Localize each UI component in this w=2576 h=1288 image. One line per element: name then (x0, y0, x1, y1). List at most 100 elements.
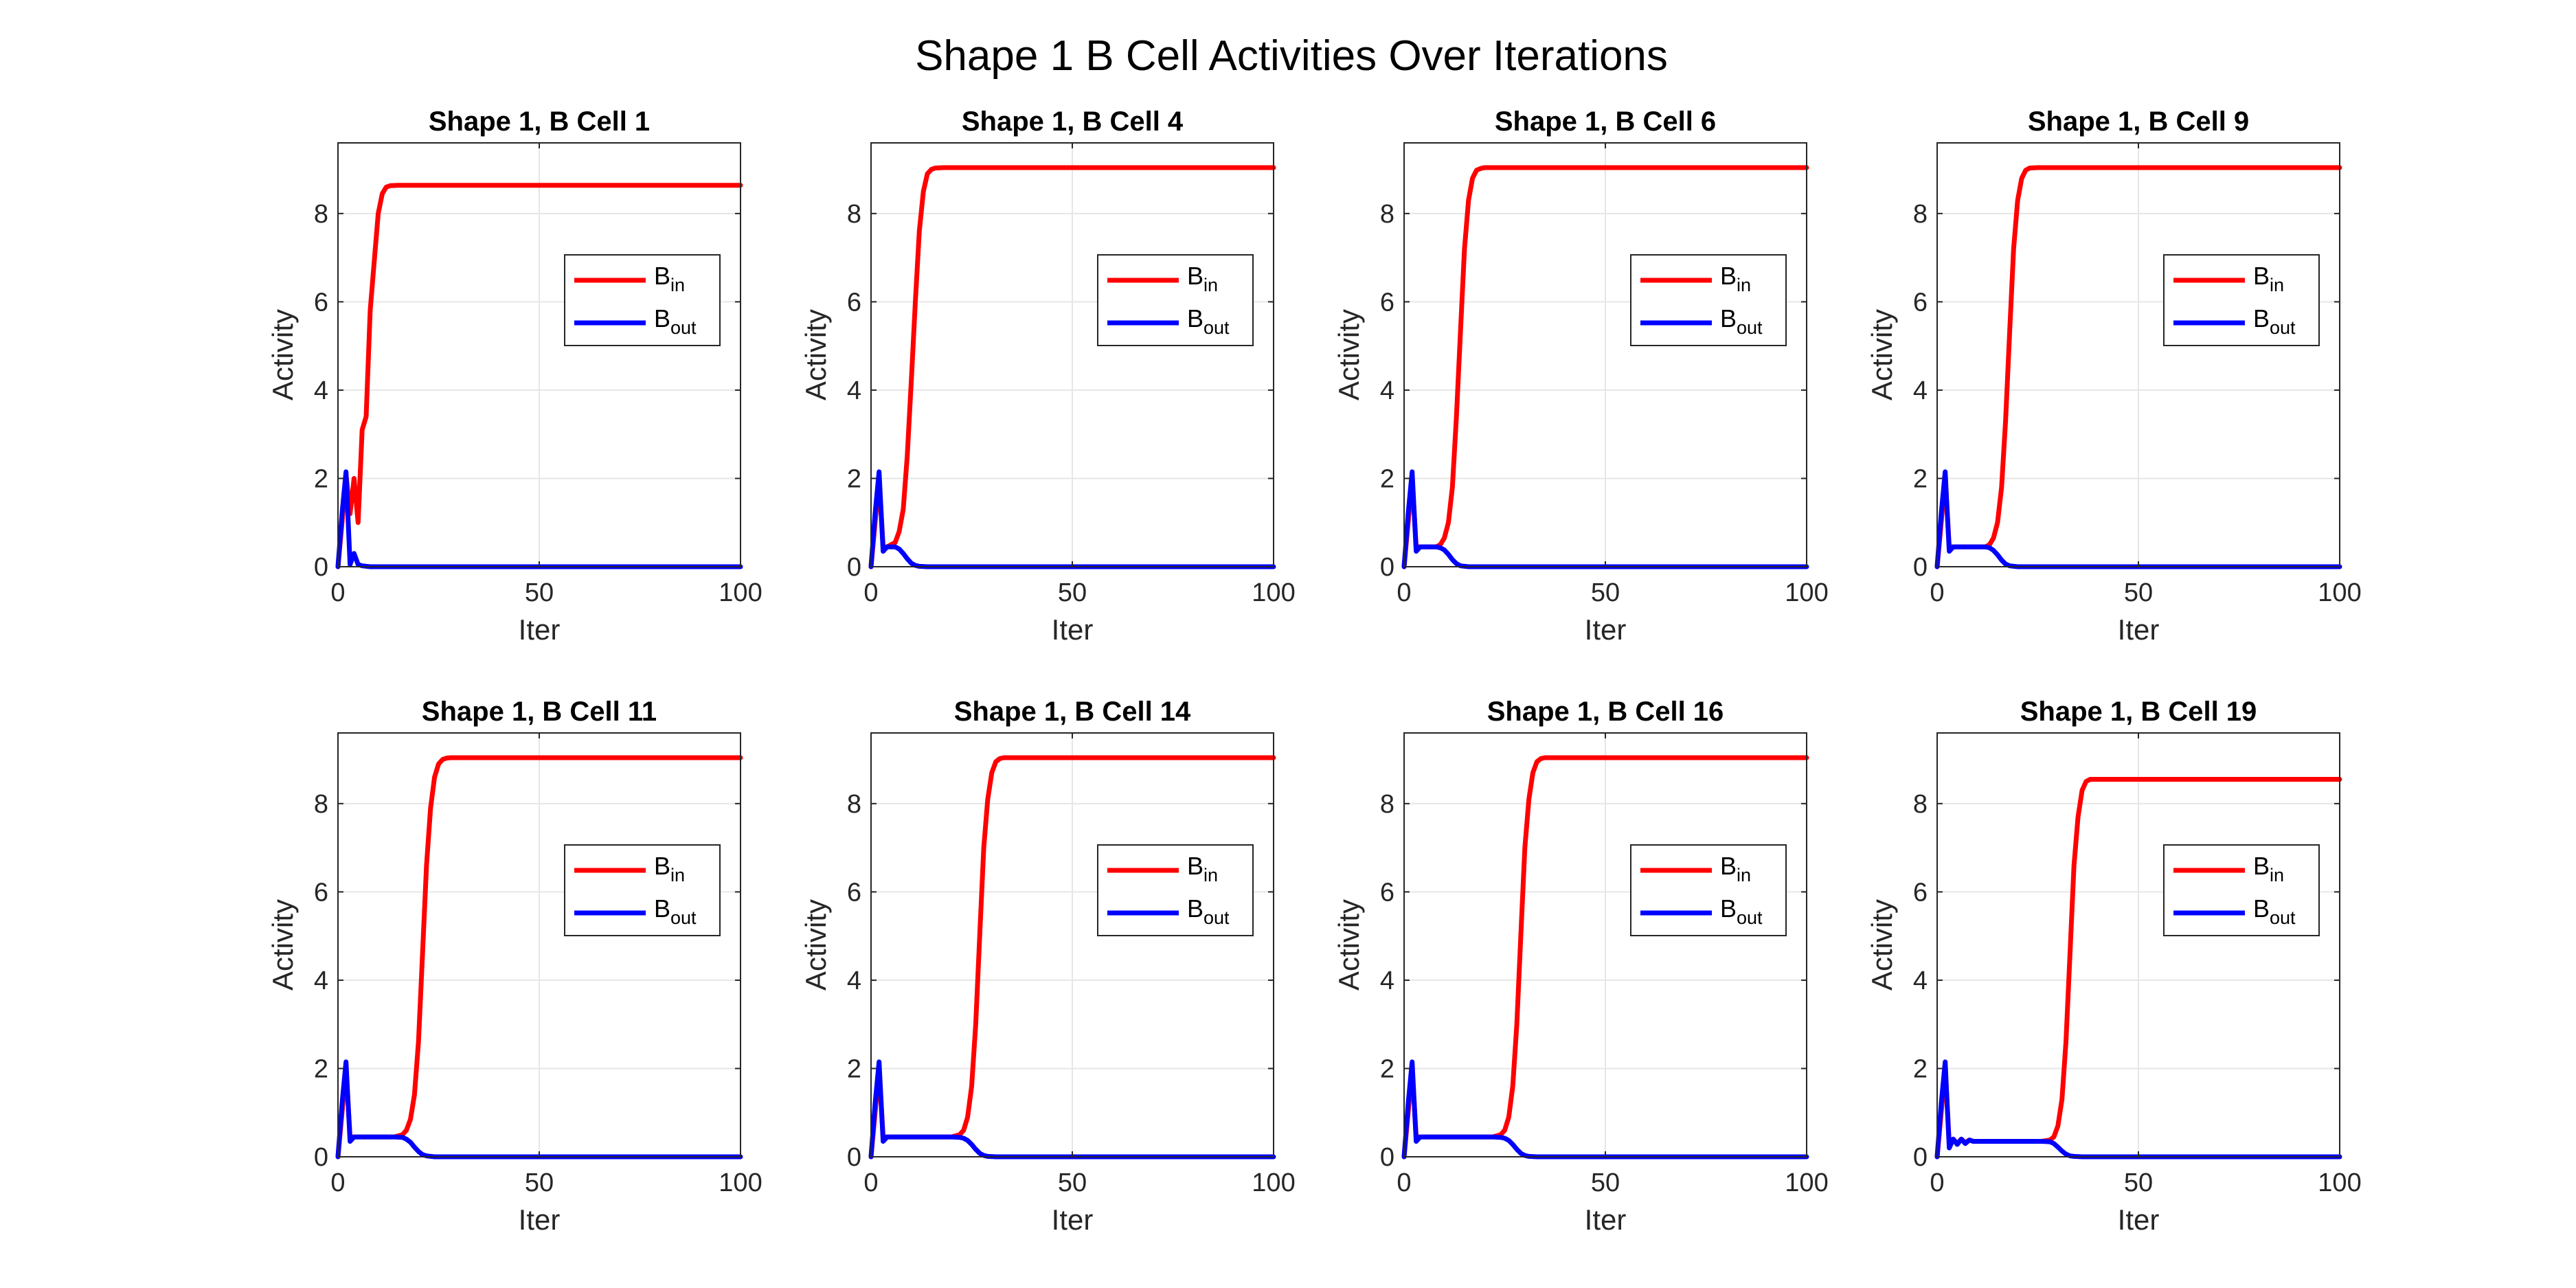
y-axis-label: Activity (1866, 899, 1898, 991)
x-tick-label: 50 (2124, 1168, 2153, 1197)
y-tick-label: 8 (314, 200, 328, 229)
legend: Bin Bout (2163, 844, 2320, 936)
y-axis-label: Activity (1866, 309, 1898, 400)
y-tick-label: 2 (847, 1054, 861, 1083)
y-axis-label: Activity (800, 899, 832, 991)
y-tick-label: 8 (847, 790, 861, 819)
legend-box (1097, 254, 1254, 346)
y-tick-label: 0 (1913, 1143, 1928, 1172)
figure-title: Shape 1 B Cell Activities Over Iteration… (915, 32, 1668, 80)
x-tick-label: 100 (1785, 578, 1828, 607)
x-tick-label: 100 (719, 578, 762, 607)
y-tick-label: 6 (1380, 288, 1394, 317)
x-axis-label: Iter (1585, 1204, 1627, 1236)
subplot-7: 0 50 100 0 2 4 6 8 Shape 1, B Cell 16 Iter Activit… (1333, 697, 1829, 1236)
subplot-6: 0 50 100 0 2 4 6 8 Shape 1, B Cell 14 Iter Activit… (800, 697, 1296, 1236)
subplot-title: Shape 1, B Cell 14 (954, 697, 1191, 727)
x-tick-label: 50 (1591, 1168, 1620, 1197)
subplot-title: Shape 1, B Cell 4 (962, 106, 1184, 137)
subplot-title: Shape 1, B Cell 1 (429, 106, 650, 137)
x-tick-label: 50 (2124, 578, 2153, 607)
legend-label-in: Bin (2253, 852, 2284, 885)
subplot-1: 0 50 100 0 2 4 6 8 Shape 1, B Cell 1 Iter Activity… (267, 106, 762, 646)
y-tick-label: 8 (847, 200, 861, 229)
y-tick-label: 2 (314, 1054, 328, 1083)
x-tick-label: 100 (2318, 578, 2361, 607)
y-tick-label: 2 (1913, 1054, 1928, 1083)
x-tick-label: 0 (863, 578, 878, 607)
y-tick-label: 2 (1380, 1054, 1394, 1083)
y-tick-label: 4 (314, 376, 328, 405)
x-tick-label: 50 (525, 1168, 554, 1197)
y-tick-label: 8 (1380, 790, 1394, 819)
y-axis-label: Activity (267, 899, 299, 991)
y-tick-label: 4 (1380, 967, 1394, 995)
series-line-out (335, 1059, 743, 1160)
x-axis-label: Iter (519, 1204, 561, 1236)
legend: Bin Bout (1630, 844, 1787, 936)
x-tick-label: 0 (1397, 578, 1411, 607)
x-axis-label: Iter (1052, 613, 1094, 646)
legend: Bin Bout (564, 254, 721, 346)
y-tick-label: 8 (1913, 790, 1928, 819)
y-axis-label: Activity (1333, 899, 1365, 991)
legend-label-in: Bin (2253, 262, 2284, 295)
legend: Bin Bout (1097, 844, 1254, 936)
x-axis-label: Iter (519, 613, 561, 646)
legend-label-out: Bout (1720, 304, 1763, 338)
legend-label-out: Bout (1187, 894, 1230, 928)
legend: Bin Bout (2163, 254, 2320, 346)
y-axis-label: Activity (800, 309, 832, 400)
legend-box (1630, 254, 1787, 346)
y-tick-label: 4 (314, 967, 328, 995)
x-tick-label: 50 (1058, 1168, 1087, 1197)
y-tick-label: 6 (1380, 878, 1394, 907)
legend-box (1630, 844, 1787, 936)
x-tick-label: 100 (1785, 1168, 1828, 1197)
subplot-title: Shape 1, B Cell 6 (1495, 106, 1716, 137)
subplot-2: 0 50 100 0 2 4 6 8 Shape 1, B Cell 4 Iter Activity… (800, 106, 1296, 646)
x-axis-label: Iter (2118, 613, 2160, 646)
subplot-5: 0 50 100 0 2 4 6 8 Shape 1, B Cell 11 Iter Activit… (267, 697, 762, 1236)
subplot-4: 0 50 100 0 2 4 6 8 Shape 1, B Cell 9 Iter Activity… (1866, 106, 2362, 646)
subplot-3: 0 50 100 0 2 4 6 8 Shape 1, B Cell 6 Iter Activity… (1333, 106, 1829, 646)
x-tick-label: 0 (863, 1168, 878, 1197)
subplot-grid: 0 50 100 0 2 4 6 8 Shape 1, B Cell 1 Iter Activity… (267, 106, 2362, 1236)
y-tick-label: 4 (1913, 967, 1928, 995)
x-tick-label: 100 (1252, 1168, 1295, 1197)
y-tick-label: 8 (314, 790, 328, 819)
y-tick-label: 0 (1380, 553, 1394, 582)
x-axis-label: Iter (2118, 1204, 2160, 1236)
legend-label-in: Bin (1720, 262, 1751, 295)
x-tick-label: 50 (1591, 578, 1620, 607)
series-line-out (1934, 1059, 2342, 1160)
y-axis-label: Activity (1333, 309, 1365, 400)
subplot-title: Shape 1, B Cell 19 (2020, 697, 2257, 727)
y-axis-label: Activity (267, 309, 299, 400)
y-tick-label: 4 (847, 967, 861, 995)
legend-label-out: Bout (1720, 894, 1763, 928)
y-tick-label: 6 (1913, 878, 1928, 907)
x-tick-label: 50 (1058, 578, 1087, 607)
x-tick-label: 50 (525, 578, 554, 607)
legend-box (564, 254, 721, 346)
subplot-title: Shape 1, B Cell 16 (1487, 697, 1724, 727)
legend: Bin Bout (1630, 254, 1787, 346)
y-tick-label: 6 (847, 288, 861, 317)
y-tick-label: 8 (1380, 200, 1394, 229)
y-tick-label: 2 (1380, 464, 1394, 493)
x-tick-label: 0 (1397, 1168, 1411, 1197)
subplot-title: Shape 1, B Cell 9 (2028, 106, 2249, 137)
legend-box (1097, 844, 1254, 936)
x-tick-label: 100 (1252, 578, 1295, 607)
y-tick-label: 2 (847, 464, 861, 493)
y-tick-label: 8 (1913, 200, 1928, 229)
y-tick-label: 4 (1380, 376, 1394, 405)
x-axis-label: Iter (1052, 1204, 1094, 1236)
legend-label-in: Bin (1720, 852, 1751, 885)
y-tick-label: 6 (1913, 288, 1928, 317)
legend: Bin Bout (1097, 254, 1254, 346)
subplot-title: Shape 1, B Cell 11 (422, 697, 657, 727)
legend-box (2163, 254, 2320, 346)
legend-box (564, 844, 721, 936)
